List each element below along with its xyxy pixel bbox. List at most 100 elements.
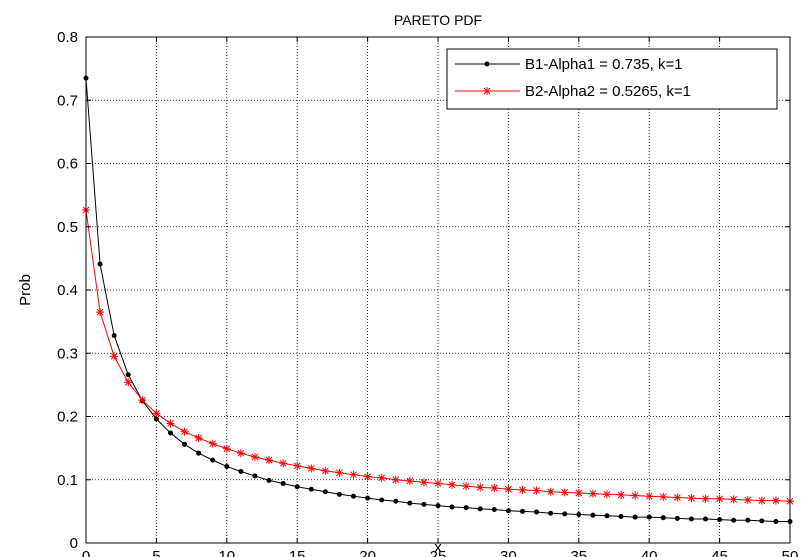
- data-point: [717, 517, 723, 523]
- legend-label-b2: B2-Alpha2 = 0.5265, k=1: [525, 83, 691, 100]
- data-point: [266, 477, 272, 483]
- data-point: [462, 482, 471, 491]
- y-tick-label: 0: [70, 535, 78, 552]
- data-point: [182, 441, 188, 447]
- data-point: [518, 485, 527, 494]
- x-tick-label: 20: [359, 548, 376, 557]
- data-point: [377, 473, 386, 482]
- data-point: [673, 493, 682, 502]
- data-point: [632, 514, 638, 520]
- data-point: [505, 508, 511, 514]
- data-point: [97, 261, 103, 267]
- data-point: [180, 427, 189, 436]
- data-point: [574, 489, 583, 498]
- data-point: [701, 494, 710, 503]
- data-point: [322, 489, 328, 495]
- data-point: [504, 485, 513, 494]
- data-point: [660, 515, 666, 521]
- data-point: [222, 444, 231, 453]
- data-point: [336, 491, 342, 497]
- data-point: [687, 494, 696, 503]
- data-point: [393, 498, 399, 504]
- data-point: [731, 517, 737, 523]
- data-point: [771, 496, 780, 505]
- data-point: [477, 506, 483, 512]
- ticks: 0 5 10 15 20 25 30 35 40 45 50 0 0.1 0.2 0.3 0.4 0.5 0.6 0…: [57, 29, 798, 557]
- data-point: [729, 495, 738, 504]
- data-point: [110, 352, 119, 361]
- data-point: [602, 490, 611, 499]
- data-point: [166, 419, 175, 428]
- data-point: [391, 475, 400, 484]
- legend-box: [446, 48, 778, 110]
- y-tick-label: 0.8: [57, 29, 78, 46]
- data-point: [646, 514, 652, 520]
- data-point: [419, 478, 428, 487]
- data-point: [757, 496, 766, 505]
- data-point: [588, 489, 597, 498]
- data-point: [379, 497, 385, 503]
- data-point: [519, 508, 525, 514]
- y-tick-label: 0.2: [57, 409, 78, 426]
- data-point: [236, 449, 245, 458]
- data-point: [124, 378, 133, 387]
- data-point: [745, 517, 751, 523]
- data-point: [659, 492, 668, 501]
- series-2: [82, 205, 794, 506]
- data-point: [349, 470, 358, 479]
- x-tick-label: 10: [218, 548, 235, 557]
- data-point: [448, 480, 457, 489]
- x-tick-label: 30: [500, 548, 517, 557]
- data-point: [363, 472, 372, 481]
- data-point: [280, 481, 286, 487]
- data-point: [167, 430, 173, 436]
- data-point: [421, 501, 427, 507]
- data-point: [153, 416, 159, 422]
- data-point: [252, 473, 258, 479]
- data-point: [645, 492, 654, 501]
- data-point: [548, 510, 554, 516]
- data-point: [335, 468, 344, 477]
- legend-marker-b2: [483, 87, 491, 95]
- data-point: [265, 456, 274, 465]
- data-point: [407, 500, 413, 506]
- data-point: [293, 461, 302, 470]
- data-point: [138, 396, 147, 405]
- data-point: [576, 512, 582, 518]
- data-point: [688, 516, 694, 522]
- x-axis-label: x: [434, 539, 442, 556]
- y-axis-label: Prob: [17, 274, 34, 306]
- data-point: [250, 452, 259, 461]
- data-point: [703, 516, 709, 522]
- data-point: [210, 457, 216, 463]
- data-point: [532, 486, 541, 495]
- series-layer: [82, 75, 794, 524]
- data-point: [111, 333, 117, 339]
- legend-label-b1: B1-Alpha1 = 0.735, k=1: [525, 56, 683, 73]
- data-point: [434, 479, 442, 488]
- x-tick-label: 50: [782, 548, 799, 557]
- data-point: [435, 503, 441, 509]
- data-point: [590, 512, 596, 518]
- data-point: [743, 495, 752, 504]
- data-point: [152, 409, 161, 418]
- data-point: [534, 509, 540, 515]
- data-point: [194, 434, 203, 443]
- legend: B1-Alpha1 = 0.735, k=1 B2-Alpha2 = 0.526…: [446, 48, 778, 110]
- data-point: [449, 504, 455, 510]
- data-point: [125, 372, 131, 378]
- x-tick-label: 40: [641, 548, 658, 557]
- x-tick-label: 5: [152, 548, 160, 557]
- data-point: [560, 488, 569, 497]
- data-point: [562, 511, 568, 517]
- x-tick-label: 0: [82, 548, 90, 557]
- legend-marker-b1: [484, 61, 490, 67]
- series-1: [83, 75, 793, 524]
- x-tick-label: 25: [430, 548, 447, 557]
- y-tick-label: 0.6: [57, 156, 78, 173]
- data-point: [674, 515, 680, 521]
- data-point: [715, 494, 724, 503]
- data-point: [279, 459, 288, 468]
- data-point: [224, 463, 230, 469]
